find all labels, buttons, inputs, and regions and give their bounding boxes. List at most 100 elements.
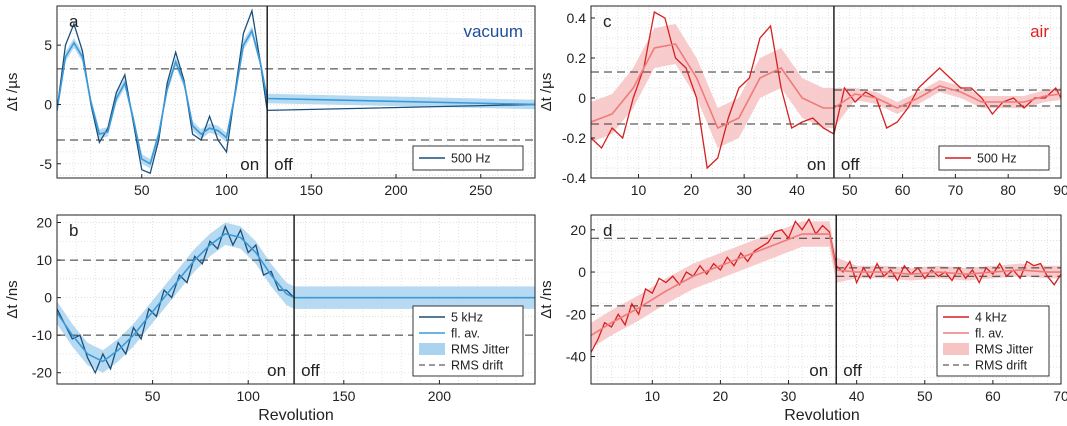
x-tick-label: 60 bbox=[895, 182, 911, 198]
legend: 500 Hz bbox=[412, 145, 524, 171]
legend-entry: fl. av. bbox=[451, 327, 480, 341]
on-label: on bbox=[809, 361, 828, 380]
legend-key bbox=[419, 343, 445, 355]
off-label: off bbox=[301, 361, 320, 380]
series-raw bbox=[57, 8, 535, 175]
legend-entry: 4 kHz bbox=[975, 311, 1007, 325]
on-label: on bbox=[240, 155, 259, 174]
panel-label: b bbox=[69, 221, 78, 240]
y-tick-label: -10 bbox=[32, 327, 52, 343]
x-tick-label: 50 bbox=[917, 388, 933, 404]
legend-entry: RMS drift bbox=[975, 359, 1028, 373]
off-label: off bbox=[274, 155, 293, 174]
series-raw bbox=[57, 224, 535, 375]
axes-frame bbox=[590, 214, 1062, 385]
x-tick-label: 20 bbox=[684, 182, 700, 198]
y-axis-label: Δt /ns bbox=[4, 280, 21, 318]
x-tick-label: 10 bbox=[631, 182, 647, 198]
plot-area bbox=[591, 10, 1061, 170]
plot-area bbox=[57, 222, 535, 375]
series-average bbox=[591, 233, 1061, 337]
series-raw bbox=[591, 217, 1061, 353]
condition-label: air bbox=[1030, 22, 1049, 41]
x-tick-label: 150 bbox=[300, 182, 324, 198]
legend-entry: RMS Jitter bbox=[451, 343, 509, 357]
x-tick-label: 30 bbox=[736, 182, 752, 198]
y-tick-label: 0 bbox=[44, 290, 52, 306]
panel-label: a bbox=[69, 12, 79, 31]
axes-frame bbox=[56, 214, 536, 385]
y-tick-label: 20 bbox=[570, 222, 586, 238]
x-tick-label: 70 bbox=[948, 182, 964, 198]
y-tick-label: -0.2 bbox=[562, 130, 586, 146]
off-label: off bbox=[841, 155, 860, 174]
legend-entry: 500 Hz bbox=[977, 152, 1017, 166]
y-tick-label: 0 bbox=[578, 264, 586, 280]
y-tick-label: 0 bbox=[578, 90, 586, 106]
legend: 5 kHz fl. av. RMS Jitter RMS drift bbox=[412, 305, 524, 377]
panel-b: 50 100 150 200 -20 -10 0 10 20 Δt /ns b on off 5 kHz f… bbox=[4, 214, 536, 404]
x-tick-label: 60 bbox=[985, 388, 1001, 404]
x-axis-label-left: Revolution bbox=[258, 407, 334, 424]
legend-key bbox=[943, 343, 969, 355]
panel-d: 10 20 30 40 50 60 70 -40 -20 0 20 Δt /ns d on off 4 kHz… bbox=[538, 214, 1067, 404]
panel-label: d bbox=[603, 221, 612, 240]
panel-label: c bbox=[603, 12, 612, 31]
on-label: on bbox=[807, 155, 826, 174]
legend-entry: RMS Jitter bbox=[975, 343, 1033, 357]
y-tick-label: -40 bbox=[566, 349, 586, 365]
jitter-band bbox=[591, 221, 1061, 349]
y-tick-label: 0.4 bbox=[567, 10, 587, 26]
x-tick-label: 40 bbox=[849, 388, 865, 404]
axes-frame bbox=[56, 5, 536, 179]
x-tick-label: 100 bbox=[215, 182, 239, 198]
x-tick-label: 50 bbox=[842, 182, 858, 198]
axes-frame bbox=[590, 5, 1062, 179]
x-tick-label: 90 bbox=[1053, 182, 1067, 198]
legend-entry: 5 kHz bbox=[451, 311, 483, 325]
on-label: on bbox=[267, 361, 286, 380]
x-tick-label: 10 bbox=[645, 388, 661, 404]
y-tick-label: -20 bbox=[32, 365, 52, 381]
x-tick-label: 40 bbox=[789, 182, 805, 198]
x-tick-label: 50 bbox=[134, 182, 150, 198]
series-average bbox=[57, 28, 535, 165]
y-tick-label: 0.2 bbox=[567, 50, 587, 66]
panel-c: 10 20 30 40 50 60 70 80 90 -0.4 -0.2 0 0.2 0.4 Δt /µs c… bbox=[538, 5, 1067, 198]
x-tick-label: 100 bbox=[237, 388, 261, 404]
x-tick-label: 200 bbox=[428, 388, 452, 404]
legend: 4 kHz fl. av. RMS Jitter RMS drift bbox=[936, 305, 1050, 377]
y-axis-label: Δt /ns bbox=[538, 280, 555, 318]
legend-entry: RMS drift bbox=[451, 359, 504, 373]
off-label: off bbox=[843, 361, 862, 380]
series-average bbox=[591, 43, 1061, 130]
panel-a: 50 100 150 200 250 -5 0 5 Δt /µs a vacuum on off 500 … bbox=[4, 5, 536, 198]
y-tick-label: -20 bbox=[566, 306, 586, 322]
x-tick-label: 50 bbox=[145, 388, 161, 404]
y-tick-label: 5 bbox=[44, 37, 52, 53]
plot-area bbox=[591, 217, 1061, 353]
x-axis-label-right: Revolution bbox=[784, 407, 860, 424]
x-tick-label: 20 bbox=[713, 388, 729, 404]
y-tick-label: -5 bbox=[40, 156, 53, 172]
y-tick-label: 10 bbox=[36, 252, 52, 268]
legend-entry: fl. av. bbox=[975, 327, 1004, 341]
y-tick-label: -0.4 bbox=[562, 170, 586, 186]
y-axis-label: Δt /µs bbox=[538, 73, 555, 112]
y-tick-label: 0 bbox=[44, 96, 52, 112]
jitter-band bbox=[591, 24, 1061, 148]
x-tick-label: 80 bbox=[1000, 182, 1016, 198]
x-tick-label: 250 bbox=[469, 182, 493, 198]
x-tick-label: 70 bbox=[1053, 388, 1067, 404]
y-axis-label: Δt /µs bbox=[4, 73, 21, 112]
series-average bbox=[57, 232, 535, 363]
legend: 500 Hz bbox=[938, 145, 1050, 171]
condition-label: vacuum bbox=[463, 22, 523, 41]
series-raw bbox=[591, 10, 1061, 170]
x-tick-label: 150 bbox=[332, 388, 356, 404]
plot-area bbox=[57, 8, 535, 175]
legend-entry: 500 Hz bbox=[451, 152, 491, 166]
x-tick-label: 200 bbox=[384, 182, 408, 198]
x-tick-label: 30 bbox=[781, 388, 797, 404]
